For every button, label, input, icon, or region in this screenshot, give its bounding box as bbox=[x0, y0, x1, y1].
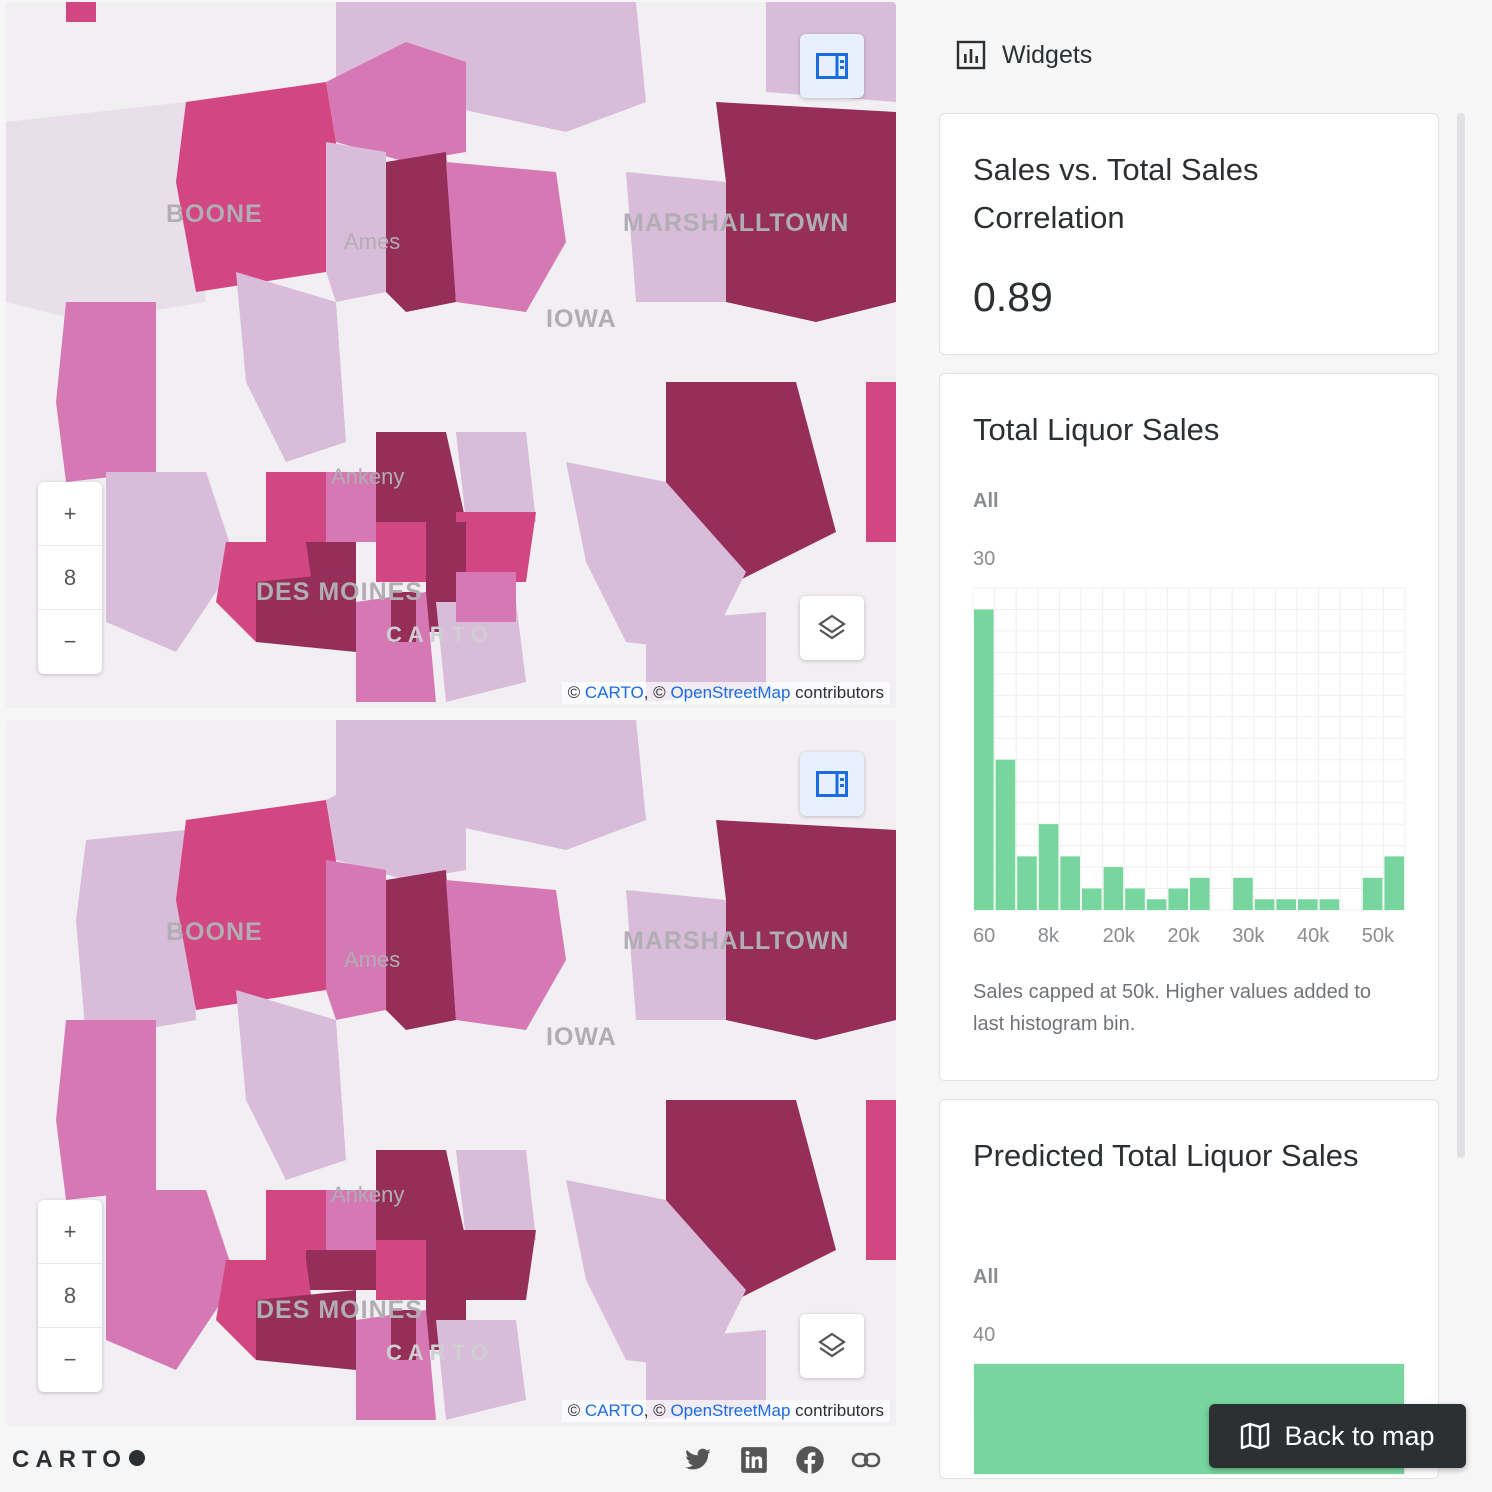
label-iowa: IOWA bbox=[546, 1023, 617, 1051]
label-marshalltown: MARSHALLTOWN bbox=[623, 927, 850, 955]
label-des-moines: DES MOINES bbox=[256, 578, 423, 606]
osm-link[interactable]: OpenStreetMap bbox=[670, 683, 791, 702]
label-ames: Ames bbox=[344, 229, 401, 254]
attribution-prefix: © bbox=[567, 1401, 585, 1420]
zoom-level: 8 bbox=[38, 546, 102, 610]
twitter-icon[interactable] bbox=[682, 1444, 714, 1476]
histogram-note: Sales capped at 50k. Higher values added… bbox=[973, 981, 1372, 1035]
x-tick-label: 40k bbox=[1297, 925, 1330, 947]
histogram-bar[interactable] bbox=[1190, 877, 1210, 910]
zoom-level: 8 bbox=[38, 1264, 102, 1328]
histogram-bar[interactable] bbox=[1082, 888, 1102, 910]
zoom-control: + 8 − bbox=[38, 1200, 102, 1392]
histogram-bar[interactable] bbox=[1233, 877, 1253, 910]
x-tick-label: 20k bbox=[1167, 925, 1200, 947]
layers-button[interactable] bbox=[800, 1314, 864, 1378]
histogram-bar[interactable] bbox=[1384, 856, 1404, 910]
histogram-bar[interactable] bbox=[1146, 899, 1167, 910]
facebook-icon[interactable] bbox=[794, 1444, 826, 1476]
histogram-bar[interactable] bbox=[1319, 899, 1340, 910]
zoom-control: + 8 − bbox=[38, 482, 102, 674]
zoom-out-button[interactable]: − bbox=[63, 1347, 77, 1372]
back-to-map-label: Back to map bbox=[1284, 1420, 1435, 1451]
histogram-bar[interactable] bbox=[1298, 899, 1318, 910]
label-des-moines: DES MOINES bbox=[256, 1296, 423, 1324]
predicted-sales-title: Predicted Total Liquor Sales bbox=[973, 1138, 1359, 1173]
histogram-bar[interactable] bbox=[1254, 899, 1275, 910]
layers-icon bbox=[818, 614, 846, 640]
map-attribution: © CARTO, © OpenStreetMap contributors bbox=[561, 1400, 890, 1422]
histogram-bar[interactable] bbox=[1038, 824, 1059, 910]
attribution-sep: , © bbox=[643, 1401, 671, 1420]
map-bottom[interactable]: BOONE Ames MARSHALLTOWN IOWA Ankeny DES … bbox=[6, 720, 896, 1426]
carto-watermark: CARTO bbox=[386, 1340, 494, 1365]
back-to-map-button[interactable]: Back to map bbox=[1209, 1404, 1466, 1468]
panel-icon bbox=[816, 771, 848, 797]
carto-link[interactable]: CARTO bbox=[584, 683, 644, 702]
panel-header: Widgets bbox=[956, 40, 1092, 70]
map-icon bbox=[1241, 1422, 1270, 1450]
filter-all-label[interactable]: All bbox=[973, 490, 999, 512]
attribution-prefix: © bbox=[567, 683, 585, 702]
attribution-suffix: contributors bbox=[790, 1401, 884, 1420]
carto-link[interactable]: CARTO bbox=[584, 1401, 644, 1420]
panel-scrollbar[interactable] bbox=[1457, 113, 1465, 1158]
carto-logo[interactable]: CARTO bbox=[12, 1446, 145, 1474]
attribution-suffix: contributors bbox=[790, 683, 884, 702]
label-ankeny: Ankeny bbox=[331, 1182, 405, 1207]
carto-logo-text: CARTO bbox=[12, 1446, 127, 1473]
carto-watermark: CARTO bbox=[386, 622, 494, 647]
y-axis-max-label: 40 bbox=[973, 1324, 996, 1346]
total-sales-title: Total Liquor Sales bbox=[973, 412, 1220, 447]
x-tick-label: 20k bbox=[1103, 925, 1136, 947]
x-tick-label: 60 bbox=[973, 925, 995, 947]
correlation-value: 0.89 bbox=[973, 274, 1053, 320]
label-iowa: IOWA bbox=[546, 305, 617, 333]
filter-all-label[interactable]: All bbox=[973, 1266, 999, 1288]
total-sales-widget: Total Liquor Sales All 30 60 8k 20k 20k 30k 4… bbox=[939, 373, 1439, 1081]
label-ankeny: Ankeny bbox=[331, 464, 405, 489]
x-tick-label: 8k bbox=[1038, 925, 1060, 947]
link-icon[interactable] bbox=[850, 1444, 882, 1476]
y-axis-max-label: 30 bbox=[973, 548, 996, 570]
osm-link[interactable]: OpenStreetMap bbox=[670, 1401, 791, 1420]
toggle-panel-button[interactable] bbox=[800, 34, 864, 98]
x-tick-label: 30k bbox=[1232, 925, 1265, 947]
histogram-bar[interactable] bbox=[1017, 856, 1037, 910]
map-top[interactable]: BOONE Ames MARSHALLTOWN IOWA Ankeny DES … bbox=[6, 2, 896, 708]
histogram-bar[interactable] bbox=[1103, 867, 1124, 910]
x-tick-label: 50k bbox=[1362, 925, 1395, 947]
zoom-in-button[interactable]: + bbox=[38, 482, 102, 546]
map-attribution: © CARTO, © OpenStreetMap contributors bbox=[561, 682, 890, 704]
choropleth-layer bbox=[6, 2, 896, 708]
linkedin-icon[interactable] bbox=[738, 1444, 770, 1476]
label-ames: Ames bbox=[344, 947, 401, 972]
layers-icon bbox=[818, 1332, 846, 1358]
choropleth-layer bbox=[6, 720, 896, 1426]
histogram-bar[interactable] bbox=[1168, 888, 1188, 910]
chart-icon bbox=[956, 40, 986, 70]
zoom-in-button[interactable]: + bbox=[38, 1200, 102, 1264]
histogram-bar[interactable] bbox=[995, 759, 1016, 910]
footer: CARTO bbox=[0, 1432, 905, 1492]
histogram-bar[interactable] bbox=[974, 609, 994, 910]
correlation-widget: Sales vs. Total Sales Correlation 0.89 bbox=[939, 113, 1439, 355]
histogram-bar[interactable] bbox=[1362, 877, 1383, 910]
zoom-out-button[interactable]: − bbox=[63, 629, 77, 654]
histogram-svg: 60 8k 20k 20k 30k 40k 50k bbox=[973, 587, 1406, 947]
label-marshalltown: MARSHALLTOWN bbox=[623, 209, 850, 237]
panel-title: Widgets bbox=[1002, 40, 1093, 69]
toggle-panel-button[interactable] bbox=[800, 752, 864, 816]
label-boone: BOONE bbox=[166, 200, 263, 228]
layers-button[interactable] bbox=[800, 596, 864, 660]
panel-icon bbox=[816, 53, 848, 79]
carto-logo-dot bbox=[128, 1450, 145, 1466]
histogram-bar[interactable] bbox=[1125, 888, 1145, 910]
attribution-sep: , © bbox=[643, 683, 671, 702]
label-boone: BOONE bbox=[166, 918, 263, 946]
histogram-bar[interactable] bbox=[1276, 899, 1296, 910]
correlation-title: Sales vs. Total Sales Correlation bbox=[973, 152, 1259, 235]
histogram-bar[interactable] bbox=[1060, 856, 1080, 910]
